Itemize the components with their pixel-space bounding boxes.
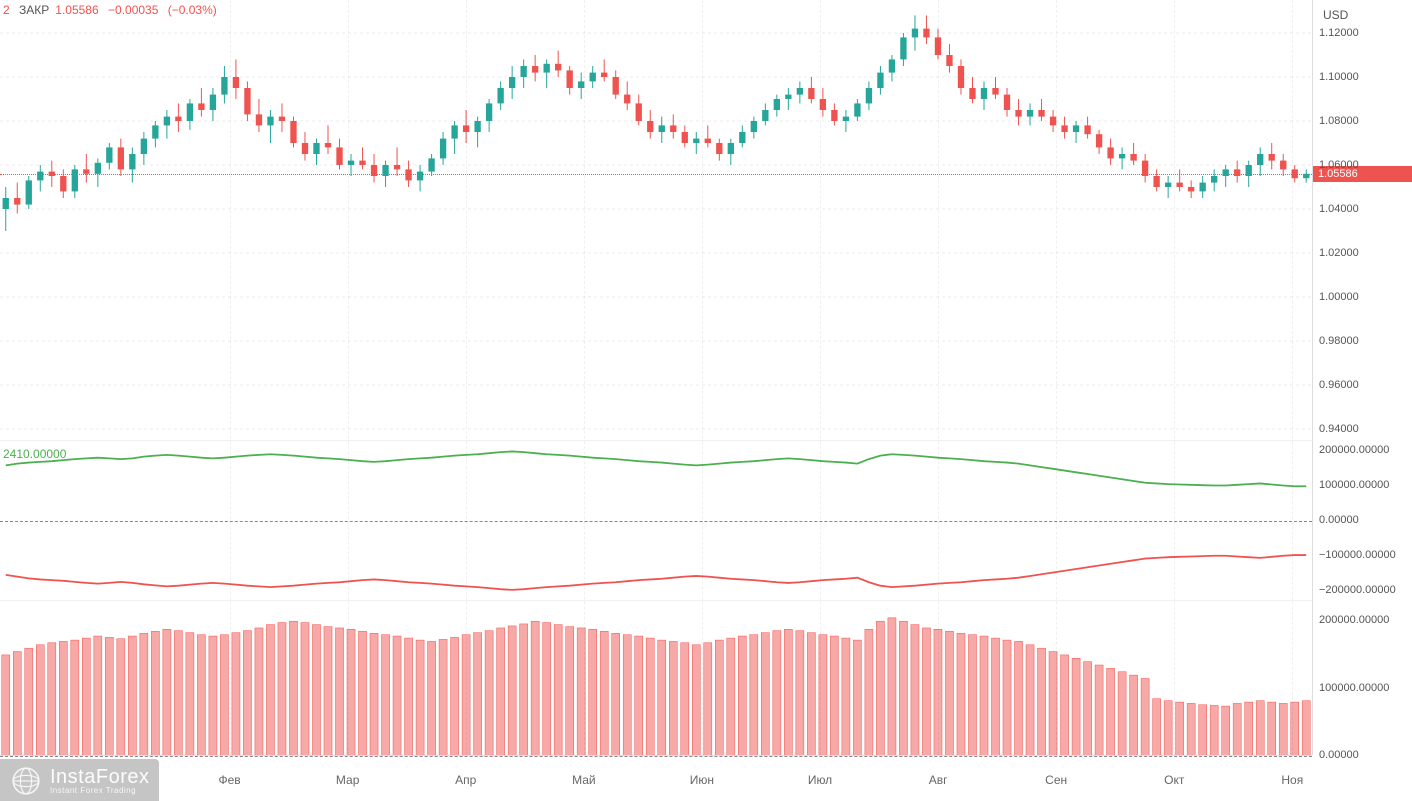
chart-container: 2 ЗАКР1.05586 −0.00035 (−0.03%) 1.05586 …	[0, 0, 1412, 801]
month-gridline	[1056, 0, 1057, 755]
y-tick-hist: 100000.00000	[1319, 682, 1389, 694]
x-tick: Мар	[336, 773, 359, 787]
header-change-pct: (−0.03%)	[168, 3, 217, 17]
month-gridline	[1292, 0, 1293, 755]
watermark: InstaForex Instant Forex Trading	[0, 759, 159, 801]
price-panel[interactable]: 1.05586	[0, 0, 1312, 440]
histogram-chart[interactable]	[0, 601, 1312, 756]
month-gridline	[1174, 0, 1175, 755]
watermark-main: InstaForex	[50, 767, 149, 787]
header-close-label: ЗАКР	[19, 3, 49, 17]
month-gridline	[348, 0, 349, 755]
watermark-sub: Instant Forex Trading	[50, 787, 149, 795]
y-tick-cot: 200000.00000	[1319, 444, 1389, 456]
y-tick-price: 1.10000	[1319, 71, 1359, 83]
y-tick-hist: 200000.00000	[1319, 614, 1389, 626]
x-tick: Май	[572, 773, 596, 787]
y-tick-hist: 0.00000	[1319, 749, 1359, 761]
current-price-line	[0, 174, 1312, 175]
y-tick-price: 1.00000	[1319, 291, 1359, 303]
x-tick: Окт	[1164, 773, 1184, 787]
y-tick-price: 1.04000	[1319, 203, 1359, 215]
currency-label: USD	[1323, 8, 1348, 22]
cot-value-label: 2410.00000	[3, 447, 66, 461]
header-change: −0.00035	[108, 3, 158, 17]
x-axis: Фев Мар Апр Май Июн Июл Авг Сен Окт Ноя	[0, 755, 1312, 801]
month-gridline	[584, 0, 585, 755]
y-tick-price: 0.94000	[1319, 423, 1359, 435]
y-tick-price: 1.08000	[1319, 115, 1359, 127]
header-close-value: 1.05586	[55, 3, 98, 17]
y-axis: USD 0.94000 0.96000 0.98000 1.00000 1.02000 1…	[1312, 0, 1412, 755]
y-tick-cot: −100000.00000	[1319, 549, 1396, 561]
x-tick: Июн	[690, 773, 714, 787]
y-tick-cot: −200000.00000	[1319, 584, 1396, 596]
y-tick-cot: 100000.00000	[1319, 479, 1389, 491]
x-tick: Ноя	[1281, 773, 1303, 787]
y-tick-price: 1.06000	[1319, 159, 1359, 171]
x-tick: Сен	[1045, 773, 1067, 787]
y-tick-price: 1.02000	[1319, 247, 1359, 259]
histogram-panel[interactable]	[0, 600, 1312, 755]
y-tick-price: 0.98000	[1319, 335, 1359, 347]
month-gridline	[938, 0, 939, 755]
y-tick-cot: 0.00000	[1319, 514, 1359, 526]
month-gridline	[466, 0, 467, 755]
x-tick: Авг	[929, 773, 948, 787]
x-tick: Фев	[219, 773, 241, 787]
month-gridline	[702, 0, 703, 755]
month-gridline	[820, 0, 821, 755]
x-tick: Апр	[455, 773, 476, 787]
month-gridline	[230, 0, 231, 755]
y-tick-price: 0.96000	[1319, 379, 1359, 391]
x-tick: Июл	[808, 773, 832, 787]
cot-panel[interactable]: 2410.00000	[0, 440, 1312, 600]
header-prefix: 2	[3, 3, 10, 17]
candlestick-chart[interactable]	[0, 0, 1312, 440]
y-tick-price: 1.12000	[1319, 27, 1359, 39]
globe-icon	[10, 765, 42, 797]
cot-zero-line	[0, 521, 1312, 522]
symbol-header: 2 ЗАКР 1.05586 −0.00035 (−0.03%)	[3, 3, 223, 17]
